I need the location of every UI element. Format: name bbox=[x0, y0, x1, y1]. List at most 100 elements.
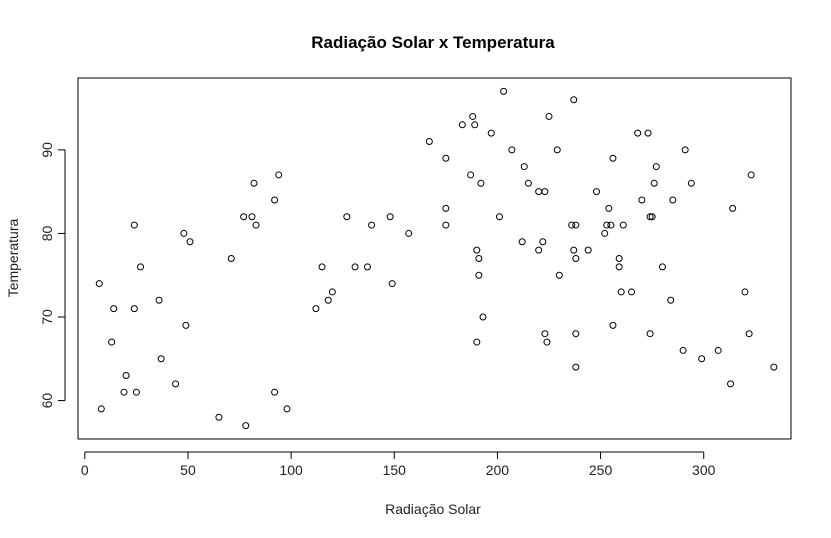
y-tick-label: 90 bbox=[39, 142, 55, 158]
y-tick-label: 80 bbox=[39, 225, 55, 241]
data-point bbox=[487, 129, 495, 137]
data-point bbox=[240, 213, 248, 221]
data-point bbox=[652, 163, 660, 171]
data-point bbox=[570, 246, 578, 254]
data-point bbox=[584, 246, 592, 254]
data-point bbox=[741, 288, 749, 296]
data-point bbox=[634, 129, 642, 137]
data-point bbox=[698, 355, 706, 363]
data-point bbox=[667, 296, 675, 304]
data-point bbox=[572, 255, 580, 262]
data-point bbox=[644, 129, 652, 137]
data-point bbox=[495, 213, 503, 221]
data-point bbox=[601, 229, 609, 237]
data-points bbox=[95, 87, 778, 430]
x-axis-label: Radiação Solar bbox=[385, 501, 481, 517]
data-point bbox=[343, 213, 351, 221]
data-point bbox=[122, 371, 130, 379]
data-point bbox=[186, 238, 194, 246]
x-tick-label: 50 bbox=[180, 462, 196, 478]
data-point bbox=[650, 179, 658, 187]
data-point bbox=[475, 271, 483, 279]
data-point bbox=[477, 179, 485, 187]
x-tick-label: 0 bbox=[81, 462, 89, 478]
data-point bbox=[108, 338, 116, 346]
x-tick-label: 200 bbox=[486, 462, 510, 478]
data-point bbox=[681, 146, 689, 154]
data-point bbox=[479, 313, 487, 321]
data-point bbox=[679, 346, 687, 354]
data-point bbox=[95, 280, 103, 288]
data-point bbox=[508, 146, 516, 154]
data-point bbox=[271, 388, 279, 396]
data-point bbox=[324, 296, 332, 304]
data-point bbox=[619, 221, 627, 229]
data-point bbox=[252, 221, 260, 229]
data-point bbox=[609, 321, 617, 329]
data-point bbox=[535, 188, 543, 196]
data-point bbox=[605, 204, 613, 212]
data-point bbox=[607, 221, 615, 229]
data-point bbox=[180, 229, 188, 237]
x-tick-label: 150 bbox=[383, 462, 407, 478]
data-point bbox=[568, 221, 576, 229]
data-point bbox=[442, 204, 450, 212]
data-point bbox=[714, 346, 722, 354]
data-point bbox=[182, 321, 190, 329]
y-axis-label: Temperatura bbox=[5, 218, 21, 297]
data-point bbox=[469, 112, 477, 120]
x-tick-label: 100 bbox=[279, 462, 303, 478]
data-point bbox=[545, 112, 553, 120]
data-point bbox=[687, 179, 695, 187]
data-point bbox=[638, 196, 646, 204]
data-point bbox=[570, 96, 578, 104]
data-point bbox=[248, 213, 256, 221]
data-point bbox=[405, 229, 413, 237]
data-point bbox=[130, 221, 138, 229]
data-point bbox=[155, 296, 163, 304]
data-point bbox=[553, 146, 561, 154]
x-axis: 0 50 100 150 200 250 300 bbox=[81, 451, 716, 478]
data-point bbox=[275, 171, 283, 179]
data-point bbox=[215, 413, 223, 421]
data-point bbox=[312, 305, 320, 313]
data-point bbox=[609, 154, 617, 162]
data-point bbox=[535, 246, 543, 254]
data-point bbox=[518, 238, 526, 246]
data-point bbox=[658, 263, 666, 271]
chart-title: Radiação Solar x Temperatura bbox=[311, 33, 555, 52]
data-point bbox=[648, 213, 656, 221]
data-point bbox=[615, 255, 623, 262]
data-point bbox=[592, 188, 600, 196]
data-point bbox=[442, 221, 450, 229]
data-point bbox=[351, 263, 359, 271]
data-point bbox=[110, 305, 118, 313]
data-point bbox=[475, 255, 483, 262]
data-point bbox=[617, 288, 625, 296]
data-point bbox=[615, 263, 623, 271]
data-point bbox=[543, 338, 551, 346]
data-point bbox=[572, 363, 580, 371]
data-point bbox=[555, 271, 563, 279]
data-point bbox=[271, 196, 279, 204]
x-tick-label: 250 bbox=[589, 462, 613, 478]
data-point bbox=[250, 179, 258, 187]
data-point bbox=[729, 204, 737, 212]
data-point bbox=[458, 121, 466, 129]
data-point bbox=[157, 355, 165, 363]
data-point bbox=[425, 138, 433, 146]
data-point bbox=[572, 221, 580, 229]
data-point bbox=[130, 305, 138, 313]
data-point bbox=[603, 221, 611, 229]
y-tick-label: 70 bbox=[39, 309, 55, 325]
data-point bbox=[442, 154, 450, 162]
data-point bbox=[747, 171, 755, 179]
data-point bbox=[227, 255, 235, 262]
data-point bbox=[473, 246, 481, 254]
data-point bbox=[132, 388, 140, 396]
data-point bbox=[242, 422, 250, 430]
data-point bbox=[120, 388, 128, 396]
data-point bbox=[541, 330, 549, 338]
data-point bbox=[669, 196, 677, 204]
